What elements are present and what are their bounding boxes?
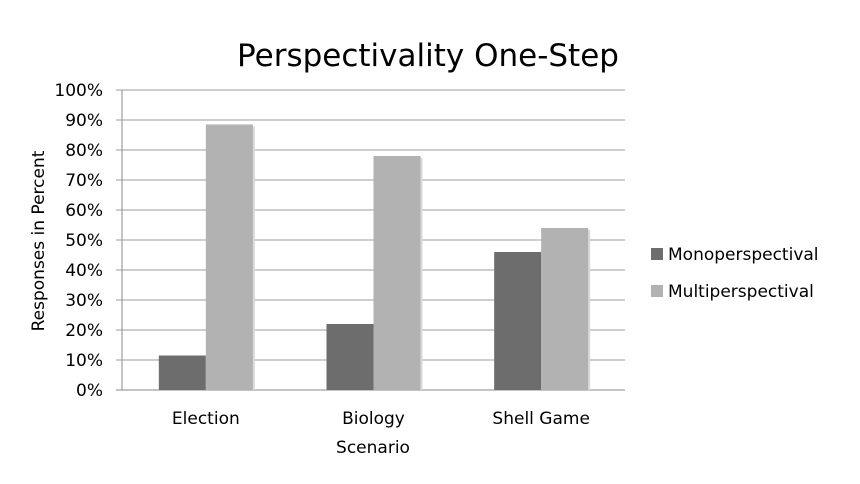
y-tick-label: 80% — [65, 141, 103, 161]
y-tick-label: 20% — [65, 321, 103, 341]
bar-monoperspectival — [494, 252, 542, 390]
legend-swatch — [651, 248, 663, 260]
bar-multiperspectival — [373, 156, 421, 390]
x-axis-ticks: Election Biology Shell Game — [172, 409, 590, 429]
bar-multiperspectival — [541, 228, 589, 390]
x-axis-title: Scenario — [336, 438, 410, 458]
y-tick-label: 50% — [65, 231, 103, 251]
legend-swatch — [651, 285, 663, 297]
bar-monoperspectival — [158, 355, 206, 390]
legend-label: Monoperspectival — [668, 245, 819, 265]
y-tick-label: 0% — [76, 381, 103, 401]
x-tick-label: Election — [172, 409, 240, 429]
y-tick-label: 10% — [65, 351, 103, 371]
y-tick-label: 60% — [65, 201, 103, 221]
y-tick-label: 40% — [65, 261, 103, 281]
legend-label: Multiperspectival — [668, 282, 814, 302]
y-tick-label: 30% — [65, 291, 103, 311]
x-tick-label: Biology — [342, 409, 405, 429]
bar-monoperspectival — [326, 324, 374, 390]
legend: Monoperspectival Multiperspectival — [651, 245, 819, 302]
y-axis-ticks: 0% 10% 20% 30% 40% 50% 60% 70% 80% 90% 100% — [54, 81, 103, 401]
y-tick-label: 90% — [65, 111, 103, 131]
x-tick-label: Shell Game — [492, 409, 589, 429]
y-tick-label: 70% — [65, 171, 103, 191]
bars — [158, 124, 591, 390]
chart-title: Perspectivality One-Step — [237, 38, 619, 74]
y-axis-title: Responses in Percent — [29, 150, 49, 331]
y-tick-label: 100% — [54, 81, 103, 101]
bar-multiperspectival — [205, 124, 253, 390]
